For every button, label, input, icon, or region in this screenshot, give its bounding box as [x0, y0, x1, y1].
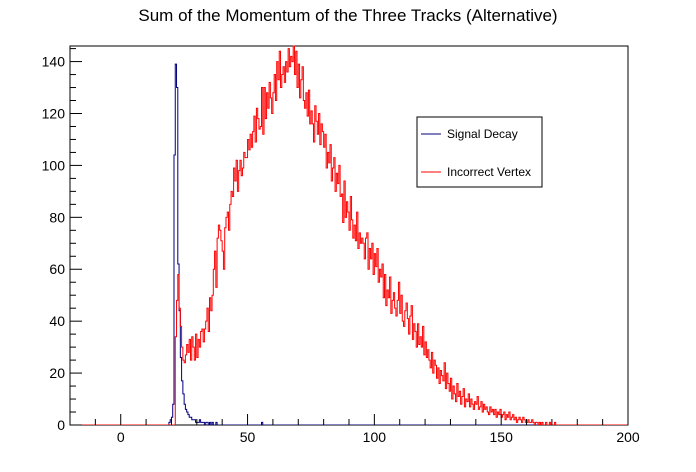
plot-frame [69, 45, 629, 426]
y-tick-label: 0 [57, 417, 65, 433]
legend-box [416, 116, 543, 188]
series-line-incorrect-vertex [70, 45, 628, 425]
legend-label-incorrect-vertex: Incorrect Vertex [447, 165, 531, 179]
x-tick-label: 200 [616, 429, 640, 445]
x-tick-label: 100 [363, 429, 387, 445]
axes-frame [69, 45, 629, 426]
series-line-signal-decay [70, 63, 628, 425]
x-tick-label: 150 [490, 429, 514, 445]
ticks-layer: 0 50 100 150 200 0 20 40 60 80 100 120 140 [42, 48, 640, 445]
x-tick-label: 0 [117, 429, 125, 445]
legend: Signal Decay Incorrect Vertex [416, 116, 543, 188]
y-tick-label: 40 [49, 313, 65, 329]
y-tick-label: 120 [42, 105, 66, 121]
series-layer [70, 45, 628, 425]
y-tick-label: 20 [49, 365, 65, 381]
y-tick-label: 80 [49, 209, 65, 225]
x-tick-label: 50 [240, 429, 256, 445]
y-tick-label: 60 [49, 261, 65, 277]
legend-label-signal-decay: Signal Decay [447, 127, 518, 141]
y-tick-label: 140 [42, 54, 66, 70]
chart-title: Sum of the Momentum of the Three Tracks … [138, 6, 558, 25]
y-tick-label: 100 [42, 157, 66, 173]
